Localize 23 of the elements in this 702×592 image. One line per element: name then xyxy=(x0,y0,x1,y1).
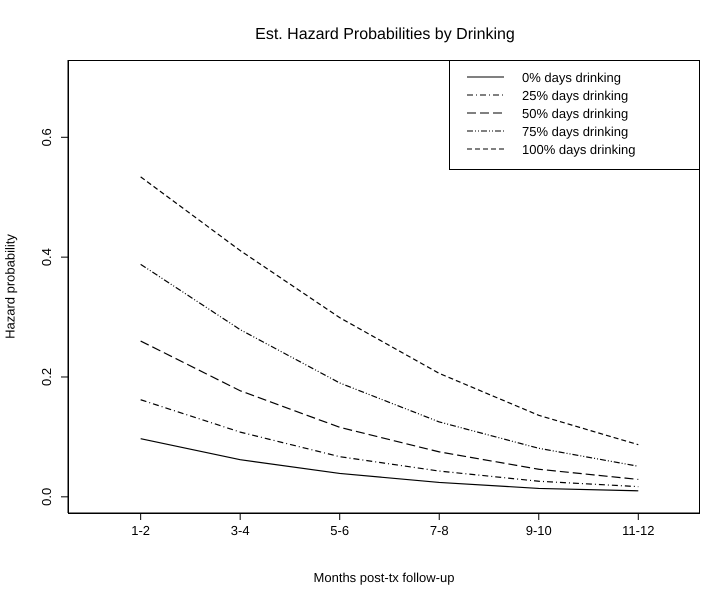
y-tick-label: 0.2 xyxy=(39,368,54,386)
x-tick-label: 7-8 xyxy=(430,523,449,538)
x-tick-label: 1-2 xyxy=(131,523,150,538)
line-series xyxy=(140,399,639,488)
legend-label: 75% days drinking xyxy=(522,124,628,139)
line-series xyxy=(140,176,639,446)
legend-label: 0% days drinking xyxy=(522,70,621,85)
line-series xyxy=(140,340,639,480)
x-tick-label: 3-4 xyxy=(230,523,250,538)
legend-label: 50% days drinking xyxy=(522,106,628,121)
x-tick-label: 11-12 xyxy=(622,523,654,538)
x-tick-label: 5-6 xyxy=(330,523,350,538)
chart-title: Est. Hazard Probabilities by Drinking xyxy=(254,26,516,44)
y-axis-title: Hazard probability xyxy=(2,234,18,339)
legend-label: 100% days drinking xyxy=(522,142,636,157)
line-series xyxy=(140,438,639,492)
x-axis-title: Months post-tx follow-up xyxy=(314,570,454,585)
y-tick-label: 0.0 xyxy=(39,488,54,506)
legend-label: 25% days drinking xyxy=(522,88,628,103)
line-series xyxy=(140,264,639,467)
x-tick-label: 9-10 xyxy=(526,523,552,538)
y-tick-label: 0.4 xyxy=(39,248,54,266)
y-tick-label: 0.6 xyxy=(39,128,54,146)
